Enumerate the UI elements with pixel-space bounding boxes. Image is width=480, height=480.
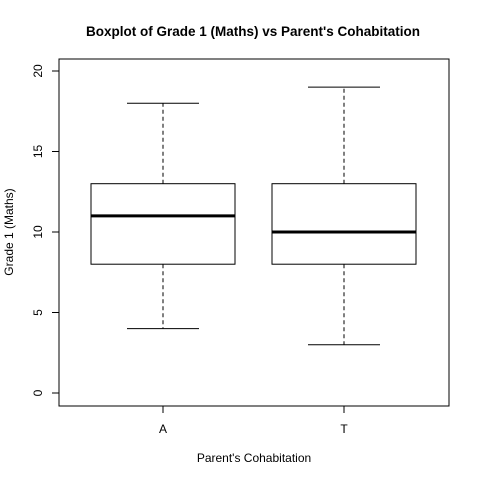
y-tick-label: 5 (31, 309, 45, 316)
box-A (90, 102, 236, 330)
iqr-box (271, 183, 417, 265)
y-tick-label: 15 (31, 145, 45, 159)
y-axis-label: Grade 1 (Maths) (2, 188, 16, 275)
x-tick-label: T (340, 422, 348, 436)
y-tick-label: 20 (31, 64, 45, 78)
y-tick-label: 10 (31, 225, 45, 239)
y-axis: 0 5 10 15 20 (31, 64, 60, 396)
chart-title: Boxplot of Grade 1 (Maths) vs Parent's C… (86, 24, 420, 39)
iqr-box (90, 183, 236, 265)
boxes-layer (90, 86, 417, 346)
box-T (271, 86, 417, 346)
x-axis-label: Parent's Cohabitation (197, 451, 311, 465)
x-tick-label: A (159, 422, 167, 436)
y-tick-label: 0 (31, 389, 45, 396)
